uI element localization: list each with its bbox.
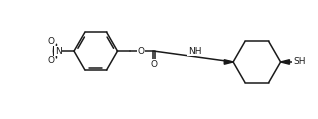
Polygon shape (280, 60, 289, 64)
Text: O: O (48, 57, 55, 65)
Text: N: N (55, 47, 62, 56)
Polygon shape (224, 60, 233, 64)
Text: O: O (48, 37, 55, 46)
Text: O: O (150, 60, 157, 69)
Text: SH: SH (293, 57, 306, 67)
Text: NH: NH (188, 47, 201, 56)
Text: O: O (138, 47, 145, 56)
